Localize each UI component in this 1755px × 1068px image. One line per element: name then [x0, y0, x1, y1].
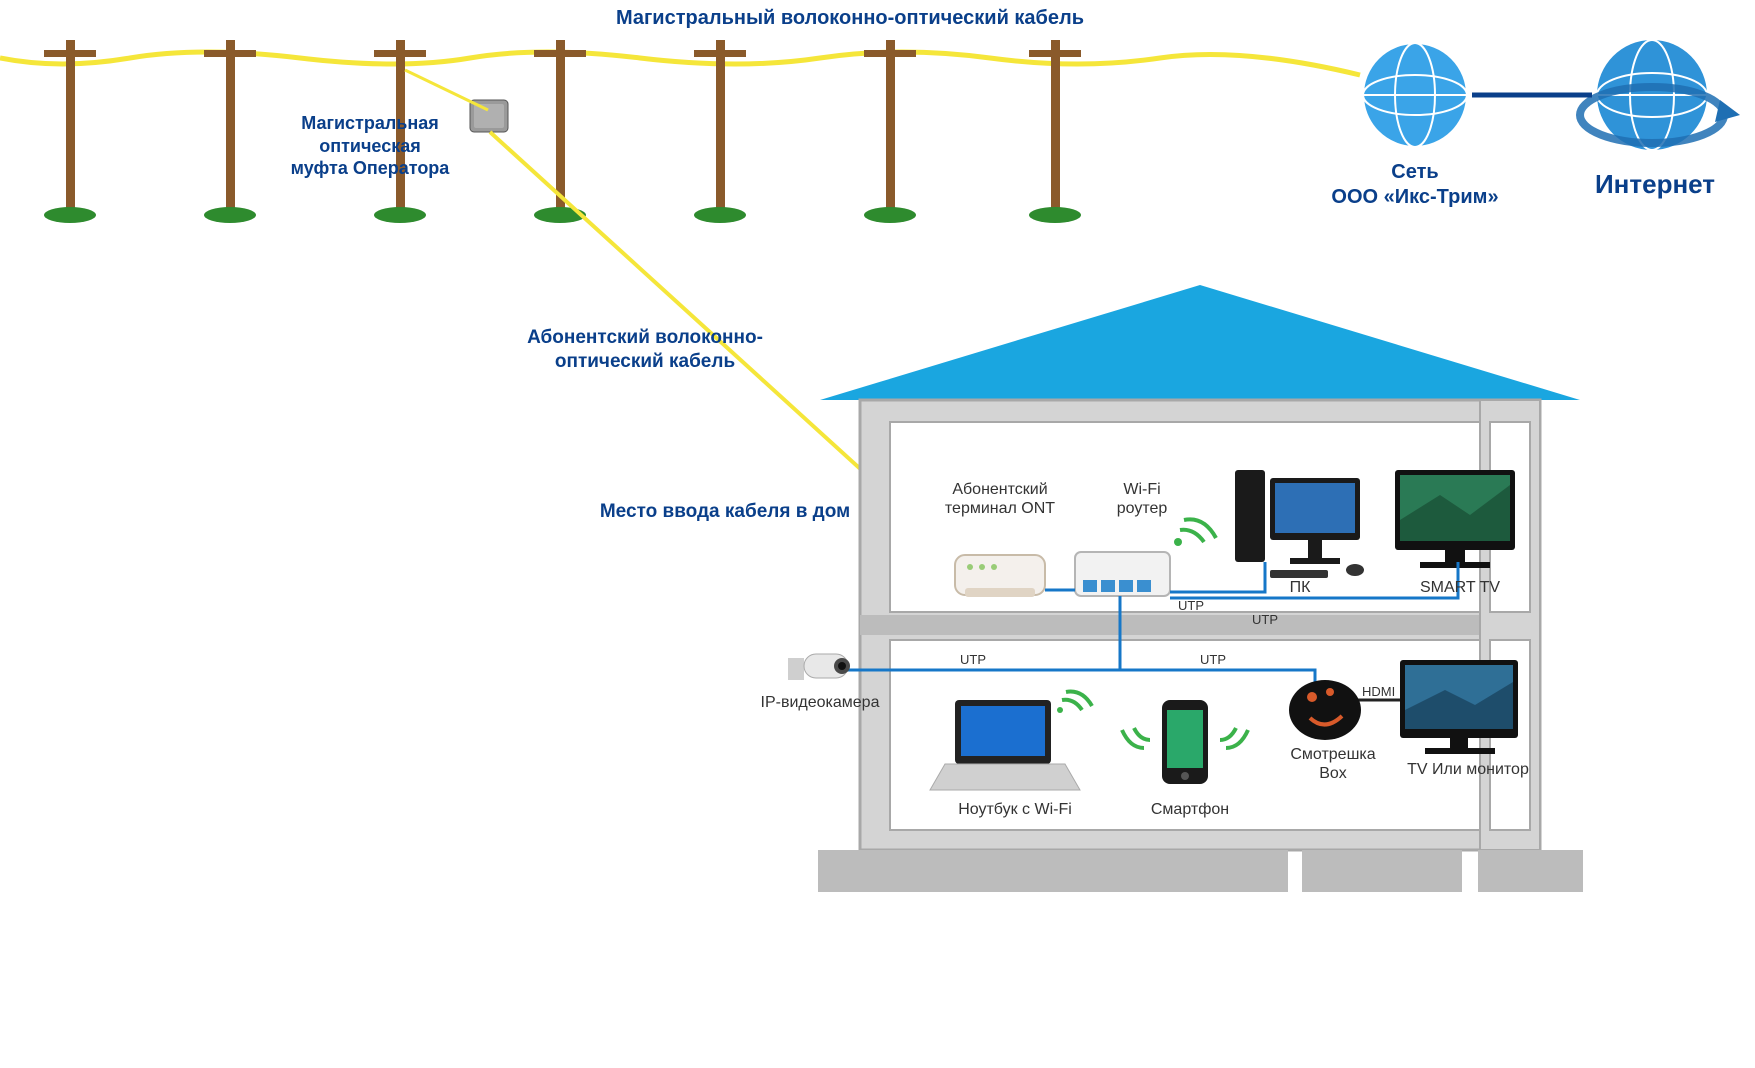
ont-label: Абонентский терминал ONT	[930, 480, 1070, 518]
ont-icon	[955, 555, 1045, 597]
smart-tv-icon	[1395, 470, 1515, 568]
ip-camera-label: IP-видеокамера	[740, 693, 900, 712]
internet-globe-icon	[1580, 40, 1740, 150]
subscriber-fiber-label: Абонентский волоконно- оптический кабель	[500, 326, 790, 374]
wifi-router-icon	[1075, 519, 1216, 596]
internet-label: Интернет	[1570, 168, 1740, 201]
pc-label: ПК	[1270, 578, 1330, 597]
pole	[694, 40, 746, 223]
pole	[44, 40, 96, 223]
isp-globe-icon	[1363, 43, 1467, 147]
entry-point-label: Место ввода кабеля в дом	[570, 500, 880, 524]
pole	[204, 40, 256, 223]
smartphone-label: Смартфон	[1135, 800, 1245, 819]
wifi-router-label: Wi-Fi роутер	[1092, 480, 1192, 518]
isp-network-label: Сеть ООО «Икс-Трим»	[1310, 160, 1520, 210]
smotreshka-label: Смотрешка Box	[1278, 745, 1388, 783]
utp-tag: UTP	[1178, 598, 1204, 613]
smartphone-icon	[1122, 700, 1248, 784]
utp-cables-drop	[835, 596, 1315, 695]
hdmi-tag: HDMI	[1362, 684, 1395, 699]
utp-tag: UTP	[960, 652, 986, 667]
pole	[1029, 40, 1081, 223]
poles-group	[44, 40, 1081, 223]
utp-tag: UTP	[1252, 612, 1278, 627]
pole	[864, 40, 916, 223]
laptop-label: Ноутбук с Wi-Fi	[940, 800, 1090, 819]
tv-monitor-icon	[1400, 660, 1518, 754]
trunk-fiber-cable	[0, 52, 1360, 75]
pole	[534, 40, 586, 223]
utp-cables-top	[1045, 562, 1458, 598]
smotreshka-box-icon	[1289, 680, 1361, 740]
ip-camera-icon	[788, 654, 850, 680]
tv-monitor-label: TV Или монитор	[1398, 760, 1538, 779]
trunk-fiber-label: Магистральный волоконно-оптический кабел…	[500, 6, 1200, 31]
utp-tag: UTP	[1200, 652, 1226, 667]
pc-icon	[1235, 470, 1364, 578]
laptop-icon	[930, 692, 1092, 790]
smart-tv-label: SMART TV	[1405, 578, 1515, 597]
junction-box-label: Магистральная оптическая муфта Оператора	[260, 112, 480, 180]
